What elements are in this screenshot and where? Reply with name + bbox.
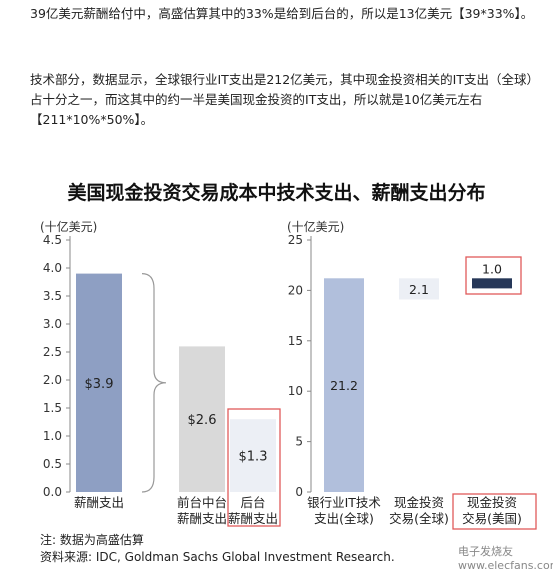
left-category-label: 前台中台 <box>177 495 227 510</box>
right-bar <box>399 278 439 300</box>
highlight-box-us-label <box>452 493 537 530</box>
right-y-tick-label: 0 <box>295 485 303 499</box>
left-y-tick-label: 1.0 <box>43 429 62 443</box>
right-y-tick-label: 25 <box>288 233 303 247</box>
left-category-label: 薪酬支出 <box>228 511 278 526</box>
left-y-tick-label: 4.0 <box>43 261 62 275</box>
right-category-label: 现金投资 <box>394 495 444 510</box>
left-y-tick-label: 1.5 <box>43 401 62 415</box>
right-bar-value-label: 1.0 <box>482 261 502 276</box>
paragraph-technology: 技术部分，数据显示，全球银行业IT支出是212亿美元，其中现金投资相关的IT支出… <box>30 72 540 127</box>
left-bar <box>76 273 122 492</box>
right-bar-value-label: 21.2 <box>330 378 358 393</box>
left-bar <box>179 346 225 492</box>
left-bar-value-label: $2.6 <box>188 413 217 428</box>
paragraph-compensation: 39亿美元薪酬给付中，高盛估算其中的33%是给到后台的，所以是13亿美元【39*… <box>30 6 534 21</box>
watermark: 电子发烧友 www.elecfans.com <box>458 545 553 572</box>
left-bar-value-label: $3.9 <box>85 377 114 392</box>
left-y-tick-label: 0.0 <box>43 485 62 499</box>
right-category-label: 银行业IT技术 <box>307 495 381 510</box>
right-y-unit-label: (十亿美元) <box>287 220 345 234</box>
left-y-tick-label: 4.5 <box>43 233 62 247</box>
brace-bracket <box>141 273 167 493</box>
right-y-tick-label: 15 <box>288 334 303 348</box>
note-source: 资料来源: IDC, Goldman Sachs Global Investme… <box>40 550 395 564</box>
left-category-label: 薪酬支出 <box>74 495 124 510</box>
right-y-tick-label: 10 <box>288 384 303 398</box>
note-estimate: 注: 数据为高盛估算 <box>40 533 144 547</box>
left-category-label: 薪酬支出 <box>177 511 227 526</box>
right-category-label: 现金投资 <box>467 495 517 510</box>
left-y-tick-label: 2.0 <box>43 373 62 387</box>
highlight-box-us-bar <box>465 256 522 295</box>
highlight-box-back-office <box>227 408 281 527</box>
left-y-tick-label: 2.5 <box>43 345 62 359</box>
left-y-tick-label: 0.5 <box>43 457 62 471</box>
left-category-label: 后台 <box>240 495 265 510</box>
right-category-label: 交易(全球) <box>389 511 449 526</box>
right-category-label: 交易(美国) <box>462 511 522 526</box>
right-y-tick-label: 5 <box>295 435 303 449</box>
left-bar <box>230 419 276 492</box>
right-bar <box>472 278 512 289</box>
left-bar-value-label: $1.3 <box>239 450 268 465</box>
left-y-tick-label: 3.0 <box>43 317 62 331</box>
right-bar-value-label: 2.1 <box>409 282 429 297</box>
left-y-tick-label: 3.5 <box>43 289 62 303</box>
right-bar <box>324 278 364 492</box>
right-y-tick-label: 20 <box>288 283 303 297</box>
right-category-label: 支出(全球) <box>314 511 374 526</box>
left-y-unit-label: (十亿美元) <box>40 220 98 234</box>
chart-title: 美国现金投资交易成本中技术支出、薪酬支出分布 <box>67 182 486 204</box>
